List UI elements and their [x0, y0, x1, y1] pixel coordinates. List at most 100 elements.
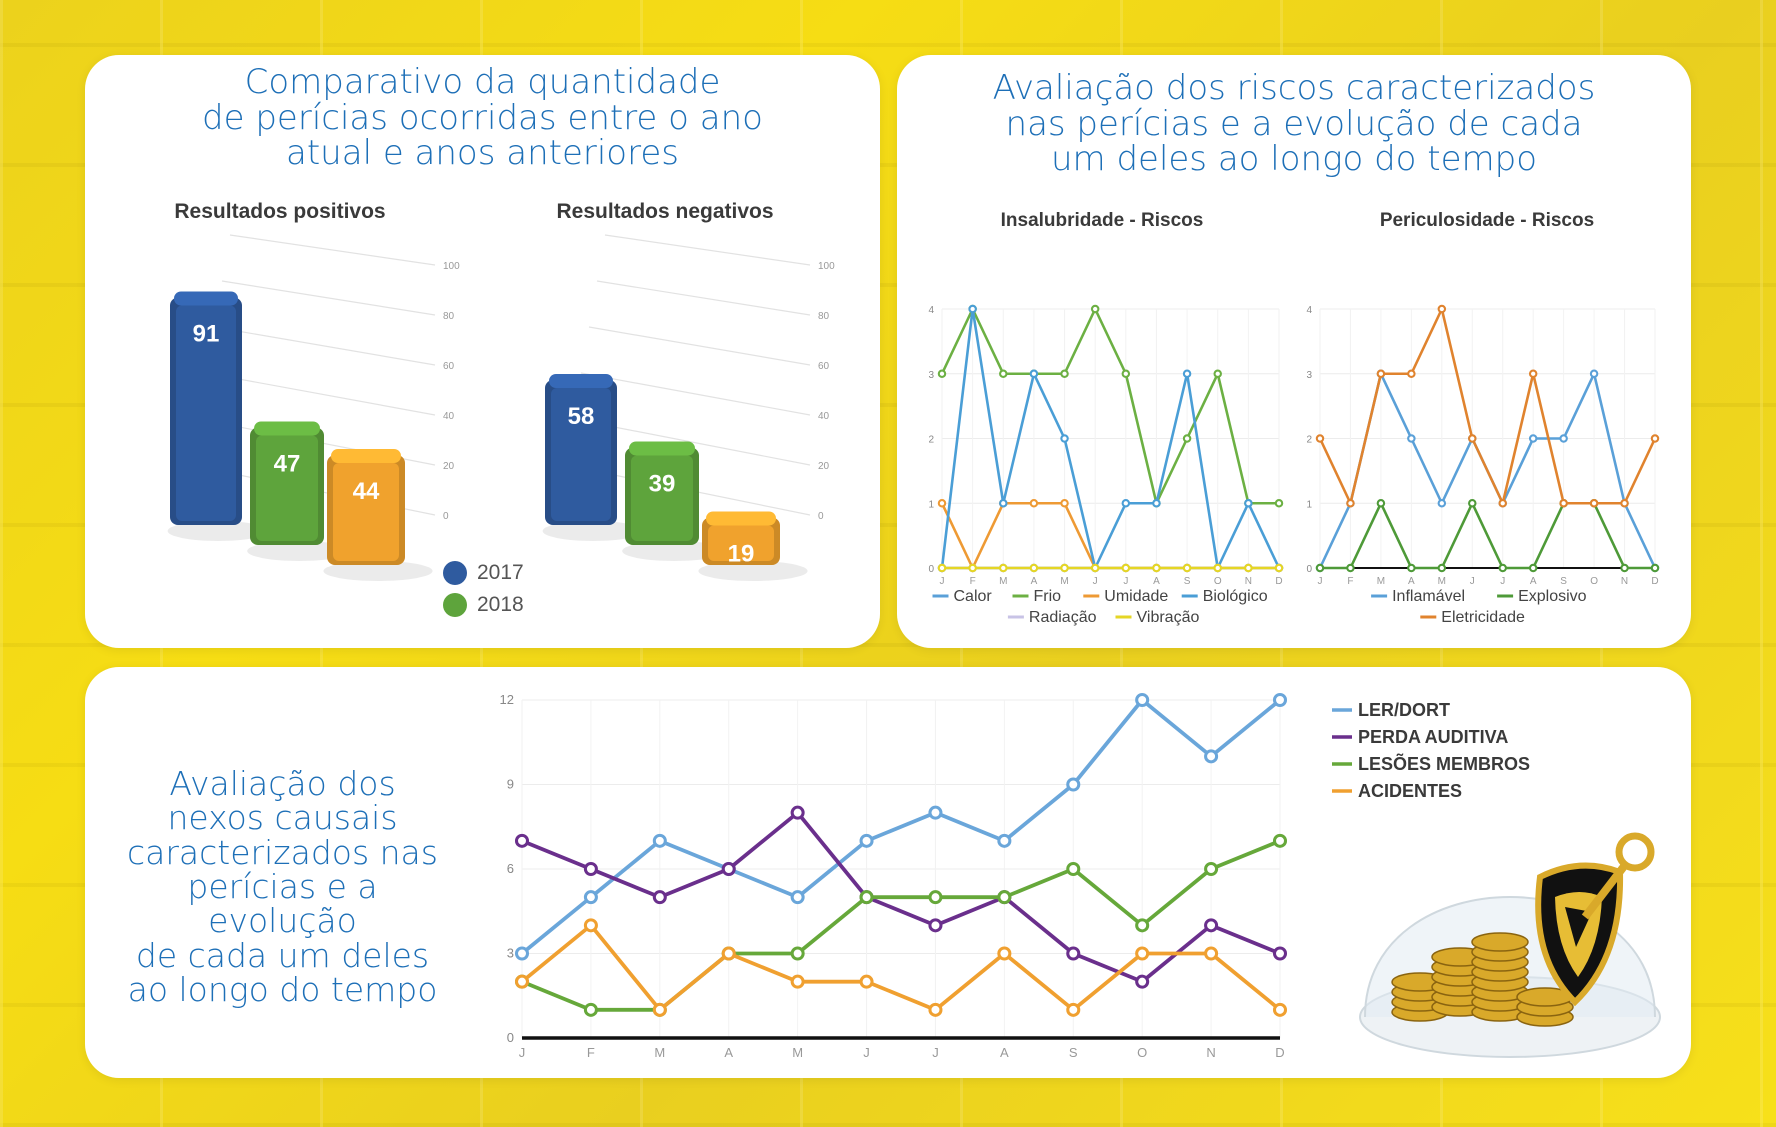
x-tick-label: J — [863, 1045, 870, 1060]
x-tick-label: A — [1031, 576, 1038, 587]
bar-shadow — [542, 521, 644, 541]
data-point — [928, 805, 943, 820]
data-point — [1121, 563, 1131, 573]
x-tick-label: S — [1069, 1045, 1078, 1060]
data-point — [1060, 434, 1069, 443]
grid-line — [596, 280, 811, 316]
y-tick-label: 12 — [500, 692, 514, 707]
data-point — [1135, 974, 1150, 989]
series-line — [520, 698, 1282, 955]
y-tick-label: 3 — [507, 946, 514, 961]
x-tick-label: J — [1470, 576, 1475, 587]
data-point — [1650, 563, 1660, 573]
panel-nexos: Avaliação dos nexos causais caracterizad… — [85, 667, 1691, 1078]
data-point — [1498, 563, 1507, 573]
data-point — [937, 563, 947, 573]
bar-face — [708, 525, 774, 561]
data-point — [721, 946, 736, 961]
data-point — [514, 946, 530, 961]
bar-shadow — [622, 541, 726, 561]
series-line — [940, 307, 1281, 570]
chart-negativos-title: Resultados negativos — [556, 200, 774, 223]
data-point — [1182, 369, 1192, 378]
line-chart-periculosidade: 0 1 2 3 4 J F M A M J J A S O N D Inflamável Explosivo Elet… — [1306, 304, 1660, 626]
bar-shadow — [247, 541, 351, 561]
x-tick-label: N — [1245, 576, 1252, 587]
legend-label: Umidade — [1104, 588, 1168, 605]
x-tick-label: J — [1318, 576, 1323, 587]
y-tick-label: 6 — [507, 861, 514, 876]
data-point — [859, 974, 874, 989]
x-tick-label: A — [1153, 576, 1160, 587]
panel-comparativo-title: Comparativo da quantidade de perícias oc… — [85, 62, 880, 172]
title-line: caracterizados nas — [127, 832, 438, 872]
bar-value-label: 47 — [274, 451, 301, 478]
title-line: um deles ao longo do tempo — [1050, 139, 1538, 180]
line-chart-insalubridade: 0 1 2 3 4 J F M A M J J A S O N D Calor Frio Umidade Biológi… — [928, 304, 1284, 626]
data-point — [1066, 946, 1081, 961]
bar-top — [254, 421, 320, 436]
title-line: Avaliação dos riscos caracterizados — [992, 68, 1596, 108]
y-tick-label: 1 — [928, 499, 934, 510]
grid-line — [580, 372, 811, 416]
data-point — [583, 918, 598, 933]
bar-shadow — [323, 561, 433, 581]
legend-dot — [443, 593, 467, 617]
data-point — [1346, 499, 1355, 508]
data-point — [514, 974, 530, 989]
data-point — [1559, 434, 1568, 443]
data-point — [1204, 946, 1219, 961]
data-point — [1346, 563, 1355, 573]
grid-line — [604, 234, 811, 266]
x-tick-label: J — [1500, 576, 1505, 587]
data-point — [1060, 499, 1069, 508]
data-point — [1066, 777, 1081, 792]
data-point — [1498, 499, 1507, 508]
data-point — [1121, 369, 1131, 378]
bar-top — [706, 511, 776, 526]
shield-coins-icon — [1359, 832, 1661, 1058]
y-tick-label: 80 — [818, 311, 830, 322]
legend-label: Frio — [1034, 588, 1062, 605]
data-point — [1437, 563, 1447, 573]
x-tick-label: D — [1275, 576, 1282, 587]
data-point — [1066, 861, 1081, 877]
x-tick-label: F — [587, 1045, 595, 1060]
x-tick-label: N — [1621, 576, 1628, 587]
bar-value-label: 19 — [728, 541, 755, 568]
data-point — [790, 974, 805, 989]
data-point — [1213, 563, 1222, 573]
data-point — [859, 890, 874, 905]
data-point — [1029, 499, 1039, 508]
title-line: ao longo do tempo — [127, 969, 438, 1009]
x-tick-label: D — [1651, 576, 1658, 587]
legend-label: Eletricidade — [1441, 609, 1525, 626]
data-point — [1315, 563, 1325, 573]
grid-line — [221, 280, 436, 316]
chart-positivos-title: Resultados positivos — [174, 200, 386, 223]
bar-face — [333, 463, 399, 561]
data-point — [1274, 563, 1284, 573]
data-point — [1315, 434, 1325, 443]
bar-value-label: 39 — [649, 471, 676, 498]
data-point — [1066, 1002, 1081, 1017]
legend-label: Explosivo — [1518, 588, 1587, 605]
data-point — [1152, 499, 1161, 508]
data-point — [937, 499, 947, 508]
legend-label: 2017 — [477, 561, 524, 584]
x-tick-label: J — [1123, 576, 1128, 587]
x-tick-label: J — [932, 1045, 939, 1060]
bar-shadow — [167, 521, 269, 541]
series-line — [521, 810, 1281, 984]
y-tick-label: 60 — [818, 361, 830, 372]
data-point — [1029, 563, 1039, 573]
bar-face — [256, 435, 318, 541]
title-line: perícias e a evolução — [187, 866, 378, 941]
legend-dot — [443, 561, 467, 585]
legend-label: 2018 — [477, 593, 524, 616]
data-point — [1204, 749, 1219, 764]
title-line: nas perícias e a evolução de cada — [1005, 103, 1583, 144]
title-line: Comparativo da quantidade — [244, 62, 721, 102]
data-point — [1589, 369, 1599, 378]
data-point — [583, 861, 598, 877]
